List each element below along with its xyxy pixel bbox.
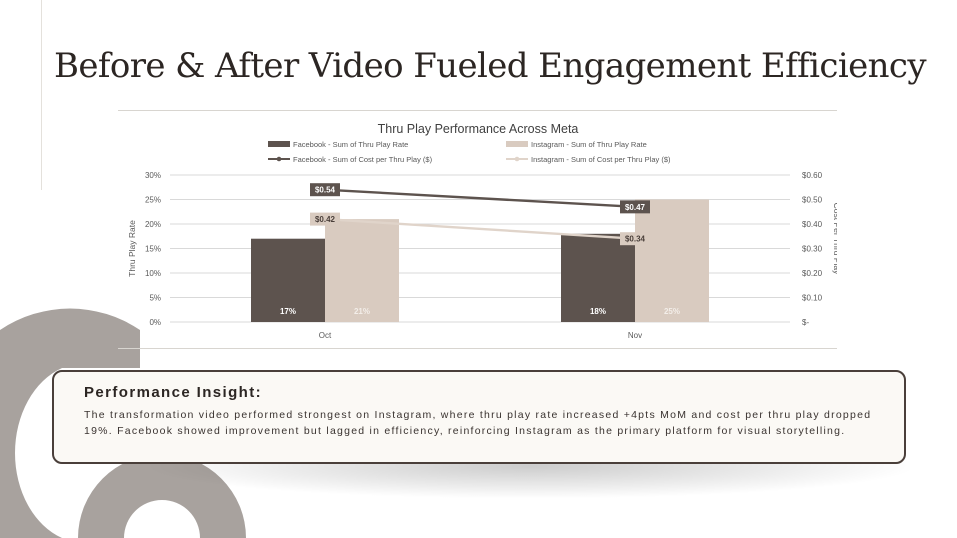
thru-play-chart: Thru Play Performance Across Meta Faceboo… xyxy=(127,122,837,340)
y-tick-label: 20% xyxy=(145,220,161,229)
divider-line xyxy=(41,0,42,190)
chart-container: Thru Play Performance Across Meta Faceboo… xyxy=(118,110,837,349)
y2-tick-label: $0.50 xyxy=(802,196,823,205)
bar-data-label: 17% xyxy=(280,307,296,316)
y2-tick-label: $0.40 xyxy=(802,220,823,229)
instagram-bar xyxy=(325,219,399,322)
legend-label: Facebook - Sum of Cost per Thru Play ($) xyxy=(293,155,433,164)
y2-tick-label: $0.30 xyxy=(802,245,823,254)
legend-line-marker xyxy=(514,156,520,162)
facebook-bar xyxy=(251,238,325,322)
y-axis-label: Thru Play Rate xyxy=(127,220,137,277)
y-tick-label: 15% xyxy=(145,245,161,254)
y2-tick-label: $0.20 xyxy=(802,269,823,278)
instagram-bar xyxy=(635,199,709,322)
line-data-label-box xyxy=(310,183,340,197)
y-tick-label: 25% xyxy=(145,196,161,205)
y-tick-label: 5% xyxy=(149,294,161,303)
bar-data-label: 25% xyxy=(664,307,680,316)
line-data-label: $0.42 xyxy=(315,215,336,224)
legend-line-marker xyxy=(276,156,282,162)
y-tick-label: 0% xyxy=(149,318,161,327)
legend-label: Facebook - Sum of Thru Play Rate xyxy=(293,140,408,149)
bar-data-label: 18% xyxy=(590,307,606,316)
line-data-label-box xyxy=(620,232,650,246)
instagram-cost-line xyxy=(324,217,636,240)
insight-shadow xyxy=(150,458,910,498)
chart-title: Thru Play Performance Across Meta xyxy=(378,122,579,136)
legend-label: Instagram - Sum of Thru Play Rate xyxy=(531,140,647,149)
insight-body: The transformation video performed stron… xyxy=(84,409,872,437)
facebook-cost-line xyxy=(324,188,636,209)
line-data-label-box xyxy=(310,212,340,226)
facebook-bar xyxy=(561,233,635,322)
line-data-label: $0.54 xyxy=(315,186,336,195)
legend-swatch xyxy=(506,141,528,147)
line-data-label-box xyxy=(620,200,650,214)
line-data-label: $0.47 xyxy=(625,203,646,212)
y2-tick-label: $0.60 xyxy=(802,171,823,180)
y-tick-label: 10% xyxy=(145,269,161,278)
legend-swatch xyxy=(268,141,290,147)
x-tick-label: Oct xyxy=(319,331,332,340)
insight-card: Performance Insight: The transformation … xyxy=(52,370,906,464)
y2-tick-label: $- xyxy=(802,318,809,327)
insight-title: Performance Insight: xyxy=(84,384,263,401)
y2-tick-label: $0.10 xyxy=(802,294,823,303)
page-title: Before & After Video Fueled Engagement E… xyxy=(54,46,927,86)
x-tick-label: Nov xyxy=(628,331,642,340)
bar-data-label: 21% xyxy=(354,307,370,316)
line-data-label: $0.34 xyxy=(625,235,646,244)
legend-label: Instagram - Sum of Cost per Thru Play ($… xyxy=(531,155,671,164)
y-tick-label: 30% xyxy=(145,171,161,180)
y2-axis-label: Cost Per Thru Play xyxy=(832,203,837,275)
